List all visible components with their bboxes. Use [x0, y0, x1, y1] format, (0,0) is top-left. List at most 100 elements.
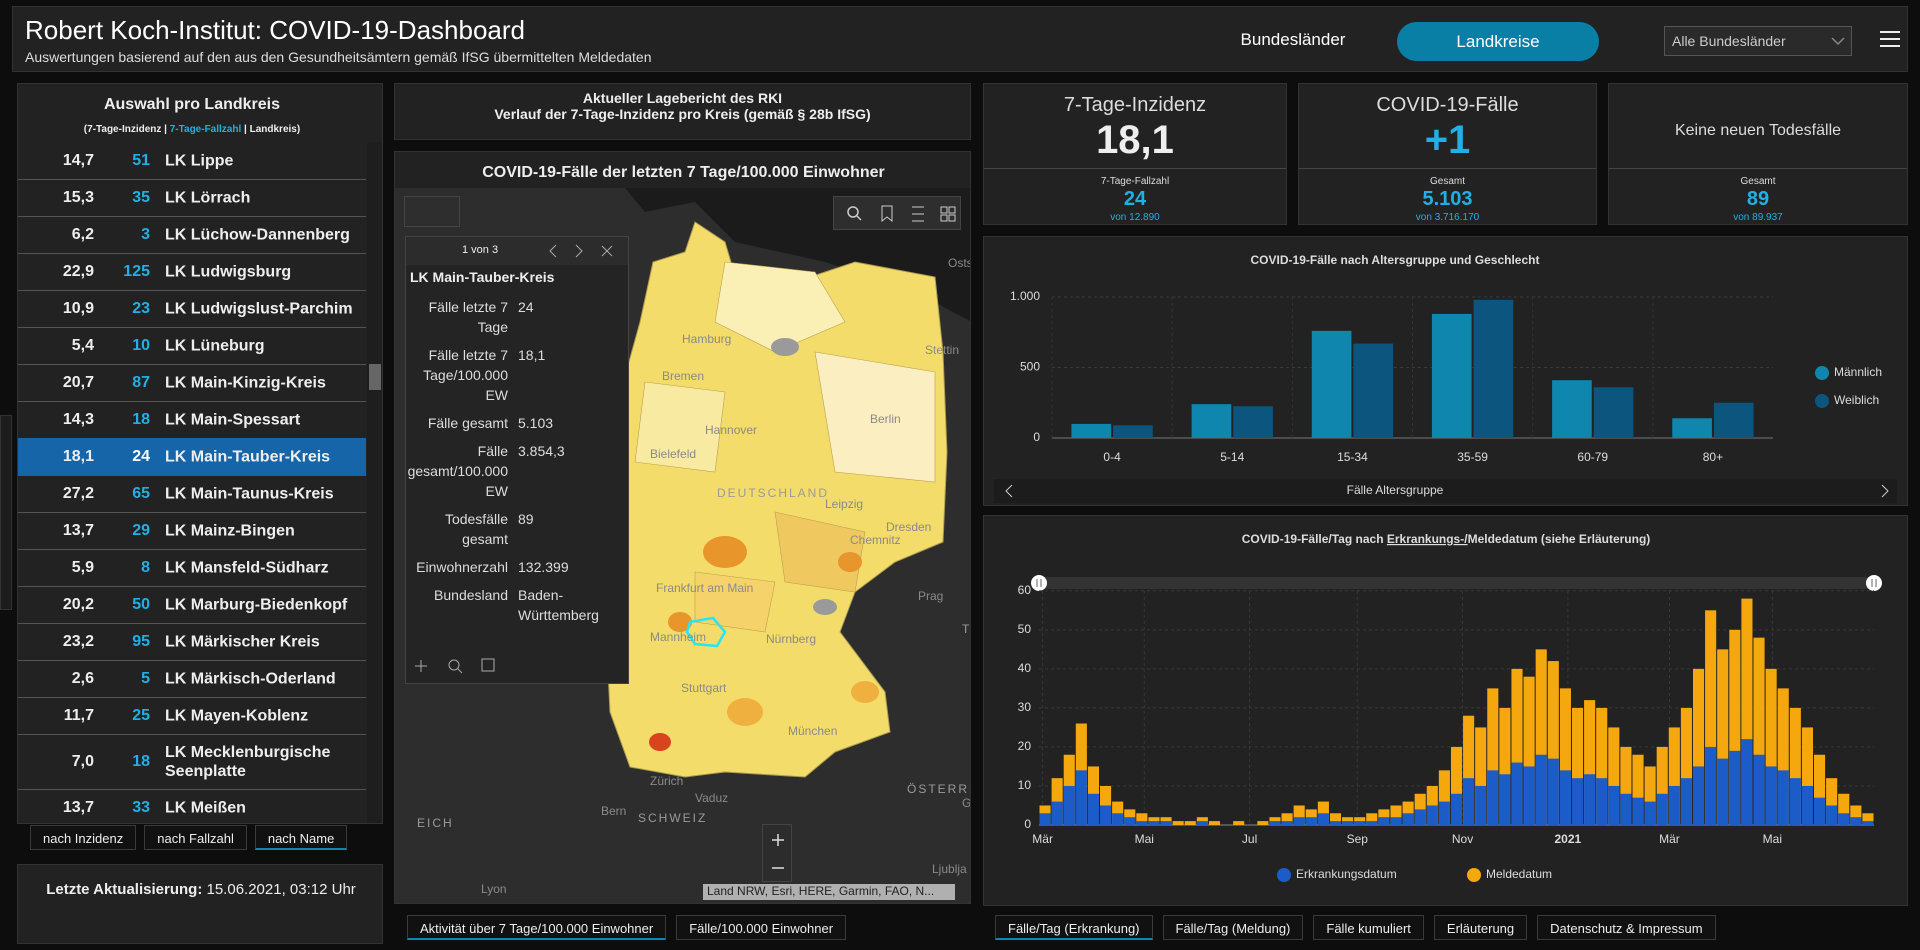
- bar: [1487, 688, 1499, 825]
- bar: [1729, 750, 1741, 825]
- map-label: Stettin: [925, 343, 959, 357]
- row[interactable]: 23,2 95 LK Märkischer Kreis: [18, 623, 366, 661]
- row[interactable]: 14,7 51 LK Lippe: [18, 142, 366, 180]
- tab-button[interactable]: Fälle kumuliert: [1313, 915, 1424, 940]
- bar: [1354, 821, 1366, 825]
- popup-footer[interactable]: [406, 649, 628, 683]
- bar: [1281, 821, 1293, 825]
- field-value: 18,1: [518, 347, 546, 363]
- x-tick-label: 80+: [1703, 450, 1723, 464]
- subtitle: Auswertungen basierend auf den aus den G…: [25, 49, 652, 65]
- nav-button[interactable]: Bundesländer: [1240, 30, 1346, 49]
- row[interactable]: 2,6 5 LK Märkisch-Oderland: [18, 660, 366, 698]
- x-tick-label: Mär: [1659, 832, 1680, 846]
- popup-field: Todesfälle gesamt 89: [406, 509, 628, 549]
- row[interactable]: 13,7 33 LK Meißen: [18, 789, 366, 823]
- popup: 1 von 3 LK Main-Tauber-Kreis Fälle letzt…: [405, 236, 629, 684]
- bar: [1713, 402, 1754, 438]
- bar: [1511, 762, 1523, 825]
- case-count: 50: [132, 595, 150, 613]
- map-tool-right[interactable]: [833, 196, 961, 230]
- header: Robert Koch-Institut: COVID-19-Dashboard…: [12, 6, 1908, 72]
- tab-button[interactable]: Erläuterung: [1433, 915, 1528, 940]
- tab-button[interactable]: nach Fallzahl: [144, 825, 247, 850]
- legend-part: | Landkreis): [241, 124, 301, 135]
- tab-button[interactable]: Aktivität über 7 Tage/100.000 Einwohner: [407, 915, 667, 940]
- menu-icon[interactable]: [1880, 30, 1900, 48]
- row[interactable]: 6,2 3 LK Lüchow-Dannenberg: [18, 216, 366, 254]
- scroll-bar: [994, 479, 1897, 503]
- row[interactable]: 20,2 50 LK Marburg-Biedenkopf: [18, 586, 366, 624]
- field-label: Fälle letzte 7 Tage: [428, 299, 508, 335]
- row[interactable]: 22,9 125 LK Ludwigsburg: [18, 253, 366, 291]
- title-part: Meldedatum (siehe Erläuterung): [1468, 532, 1651, 546]
- row[interactable]: 20,7 87 LK Main-Kinzig-Kreis: [18, 364, 366, 402]
- bar: [1311, 330, 1352, 438]
- row[interactable]: 5,4 10 LK Lüneburg: [18, 327, 366, 365]
- row[interactable]: 10,9 23 LK Ludwigslust-Parchim: [18, 290, 366, 328]
- bar: [1473, 299, 1514, 438]
- case-count: 8: [141, 558, 150, 576]
- field-label: Einwohnerzahl: [416, 559, 508, 575]
- bar: [1071, 423, 1112, 438]
- bar: [1813, 754, 1826, 825]
- handle-grip: [1036, 579, 1042, 587]
- bar: [1777, 770, 1789, 825]
- bar: [1366, 821, 1378, 825]
- district-name: LK Meißen: [165, 799, 246, 816]
- y-tick-label: 0: [1024, 817, 1031, 831]
- kpi-value: 18,1: [1096, 118, 1174, 162]
- case-count: 51: [132, 151, 150, 169]
- range-handle[interactable]: [1031, 575, 1047, 591]
- row[interactable]: 5,9 8 LK Mansfeld-Südharz: [18, 549, 366, 587]
- dropdown[interactable]: Alle Bundesländer: [1664, 26, 1852, 56]
- x-axis-label: Fälle Altersgruppe: [1347, 483, 1444, 497]
- field-value: Baden-Württemberg: [518, 587, 599, 623]
- row[interactable]: 27,2 65 LK Main-Taunus-Kreis: [18, 475, 366, 513]
- row[interactable]: 11,7 25 LK Mayen-Koblenz: [18, 697, 366, 735]
- bar: [1705, 746, 1717, 825]
- row[interactable]: 14,3 18 LK Main-Spessart: [18, 401, 366, 439]
- row[interactable]: 15,3 35 LK Lörrach: [18, 179, 366, 217]
- bar: [1741, 598, 1753, 825]
- tab-button[interactable]: nach Name: [254, 825, 348, 850]
- tab-button[interactable]: Fälle/100.000 Einwohner: [676, 915, 847, 940]
- scroll-thumb[interactable]: [369, 364, 381, 390]
- bar: [1463, 715, 1475, 825]
- bar: [1680, 707, 1692, 825]
- bar: [1172, 821, 1184, 825]
- bar: [1789, 778, 1801, 825]
- row-selected[interactable]: 18,1 24 LK Main-Tauber-Kreis: [18, 438, 366, 476]
- map-tool-left[interactable]: [404, 196, 460, 227]
- popup-controls[interactable]: [546, 243, 626, 259]
- zoom-control[interactable]: [762, 824, 792, 882]
- nav-button-active[interactable]: Landkreise: [1397, 22, 1599, 61]
- bar: [1353, 343, 1394, 438]
- x-tick-label: 5-14: [1220, 450, 1244, 464]
- district-name: LK Lüchow-Dannenberg: [165, 226, 350, 243]
- side-tab[interactable]: [0, 415, 12, 610]
- report-box[interactable]: Aktueller Lagebericht des RKI Verlauf de…: [394, 83, 971, 140]
- bar: [1547, 758, 1559, 825]
- tab-button[interactable]: Datenschutz & Impressum: [1537, 915, 1716, 940]
- incidence: 15,3: [62, 188, 94, 206]
- bar: [1208, 821, 1221, 825]
- row[interactable]: 7,0 18 LK Mecklenburgische Seenplatte: [18, 734, 366, 790]
- bar: [1196, 821, 1208, 825]
- map-label: Bielefeld: [650, 447, 696, 461]
- range-handle[interactable]: [1866, 575, 1882, 591]
- scroll-right: [1881, 484, 1889, 498]
- case-count: 18: [132, 752, 150, 770]
- zoom-icons: [772, 834, 784, 869]
- tab-button[interactable]: nach Inzidenz: [30, 825, 137, 850]
- bar: [1620, 793, 1632, 825]
- tab-button[interactable]: Fälle/Tag (Erkrankung): [995, 915, 1153, 940]
- tab-button[interactable]: Fälle/Tag (Meldung): [1162, 915, 1304, 940]
- row[interactable]: 13,7 29 LK Mainz-Bingen: [18, 512, 366, 550]
- bar: [1233, 406, 1273, 438]
- bar: [1342, 821, 1354, 825]
- scrollbar[interactable]: [367, 142, 382, 823]
- bar: [1463, 778, 1475, 825]
- bar: [1608, 727, 1620, 825]
- bar: [1813, 797, 1826, 825]
